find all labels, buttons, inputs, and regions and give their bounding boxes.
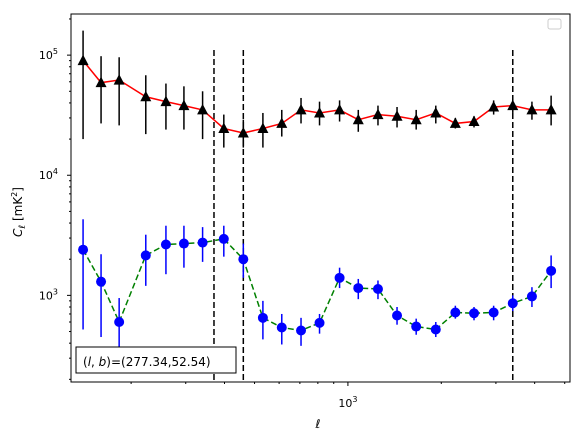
plot-series (77, 30, 557, 359)
data-point (334, 103, 346, 115)
y-tick-label: 104 (39, 167, 58, 182)
data-point (449, 117, 461, 128)
data-point (468, 115, 480, 127)
data-point (257, 312, 268, 323)
data-point (78, 244, 89, 255)
data-point (197, 103, 209, 115)
data-point (113, 74, 125, 85)
tick-labels: 103 103 104 105 (39, 47, 358, 410)
data-point (160, 95, 172, 107)
axes (67, 13, 571, 386)
data-point (218, 233, 229, 244)
data-point (353, 283, 364, 294)
data-point (545, 103, 557, 115)
data-point (372, 283, 383, 294)
data-point (295, 103, 307, 115)
data-point (276, 117, 288, 128)
data-point (178, 99, 190, 111)
data-point (314, 106, 326, 118)
data-point (160, 239, 171, 250)
data-point (218, 122, 230, 134)
data-point (334, 272, 345, 283)
data-point (77, 54, 89, 66)
legend-box (547, 18, 562, 30)
data-point (237, 126, 249, 138)
data-point (430, 324, 441, 335)
x-axis-label: ℓ (315, 417, 321, 431)
series-0 (77, 30, 557, 148)
x-tick-label: 103 (338, 395, 357, 410)
data-point (276, 322, 287, 333)
vertical-reference-lines (213, 50, 514, 382)
annotation-box: (l, b)=(277.34,52.54) (75, 346, 237, 374)
data-point (410, 113, 422, 125)
data-point (197, 237, 208, 248)
data-point (546, 265, 557, 276)
data-point (114, 317, 125, 328)
data-point (469, 308, 480, 319)
data-point (526, 103, 538, 115)
data-point (352, 113, 364, 125)
data-point (526, 291, 537, 302)
data-point (96, 276, 107, 287)
data-point (296, 325, 307, 336)
data-point (314, 317, 325, 328)
y-tick-label: 103 (39, 287, 58, 302)
data-point (450, 307, 461, 318)
data-point (507, 298, 518, 309)
data-point (178, 238, 189, 249)
annotation-text: (l, b)=(277.34,52.54) (83, 355, 211, 369)
series-line (82, 60, 552, 134)
data-point (507, 99, 519, 111)
data-point (140, 250, 151, 261)
data-point (411, 321, 422, 332)
data-point (430, 106, 442, 118)
y-axis-label: Cℓ [mK2] (10, 187, 28, 237)
data-point (257, 122, 269, 134)
plot-frame (70, 13, 571, 383)
data-point (488, 100, 500, 112)
data-point (95, 76, 107, 88)
data-point (372, 108, 384, 120)
y-tick-label: 105 (39, 47, 58, 62)
data-point (392, 310, 403, 321)
data-point (488, 307, 499, 318)
series-1 (78, 219, 557, 359)
data-point (238, 254, 249, 265)
data-point (140, 90, 152, 102)
series-line (82, 238, 552, 332)
data-point (391, 110, 403, 121)
